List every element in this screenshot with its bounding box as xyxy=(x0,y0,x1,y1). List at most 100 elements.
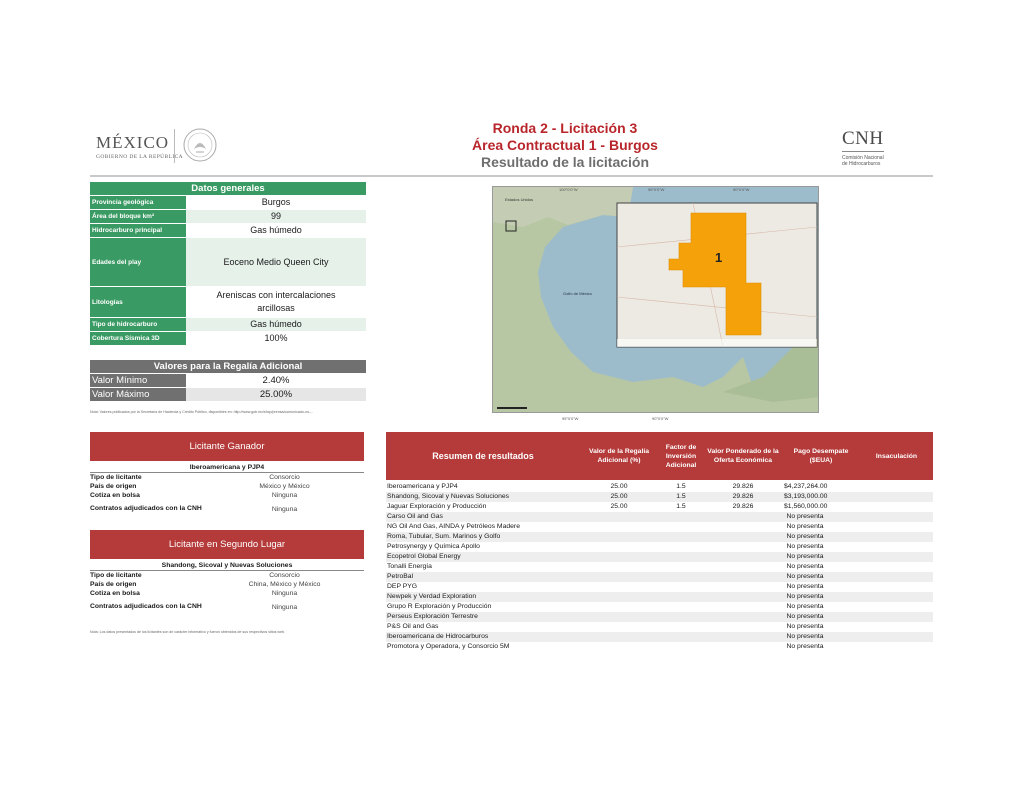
bidder-name: Tonalli Energía xyxy=(387,563,432,570)
bid-status: No presenta xyxy=(786,613,824,620)
bid-status: No presenta xyxy=(786,543,824,550)
second-place-name: Shandong, Sicoval y Nuevas Soluciones xyxy=(90,560,364,571)
bid-status: No presenta xyxy=(786,563,824,570)
winner-field: Cotiza en bolsa Ninguna xyxy=(90,492,298,499)
general-row: Hidrocarburo principal Gas húmedo xyxy=(90,223,366,237)
table-row: Tonalli Energía No presenta xyxy=(386,562,933,572)
general-row: Tipo de hidrocarburo Gas húmedo xyxy=(90,317,366,331)
cnh-logo-subtitle: Comisión Nacional de Hidrocarburos xyxy=(842,155,884,167)
winner-field: Contratos adjudicados con la CNH Ninguna xyxy=(90,505,298,513)
cnh-logo-text: CNH xyxy=(842,128,884,152)
bidder-name: Grupo R Exploración y Producción xyxy=(387,603,492,610)
winner-heading: Licitante Ganador xyxy=(90,432,364,461)
map-scale-bar xyxy=(497,407,527,409)
title-round: Ronda 2 - Licitación 3 xyxy=(492,120,638,136)
bidder-name: Iberoamericana de Hidrocarburos xyxy=(387,633,489,640)
second-place-panel: Licitante en Segundo Lugar Shandong, Sic… xyxy=(90,530,364,616)
mexico-government-logo: MÉXICO GOBIERNO DE LA REPÚBLICA xyxy=(96,127,236,167)
bid-status: No presenta xyxy=(786,533,824,540)
weighted-value: 29.826 xyxy=(732,503,754,510)
mexico-logo-subtitle: GOBIERNO DE LA REPÚBLICA xyxy=(96,154,184,160)
bid-status: No presenta xyxy=(786,583,824,590)
table-row: Iberoamericana de Hidrocarburos No presen… xyxy=(386,632,933,642)
bidder-name: Jaguar Exploración y Producción xyxy=(387,503,487,510)
second-field: País de origen China, México y México xyxy=(90,581,321,588)
table-row: Newpek y Verdad Exploration No presenta xyxy=(386,592,933,602)
bidder-name: Shandong, Sicoval y Nuevas Soluciones xyxy=(387,493,510,500)
header-divider xyxy=(90,175,933,177)
bidder-name: Promotora y Operadora, y Consorcio 5M xyxy=(387,643,510,650)
general-row: Edades del play Eoceno Medio Queen City xyxy=(90,237,366,286)
factor-value: 1.5 xyxy=(676,493,686,500)
bidder-name: Iberoamericana y PJP4 xyxy=(387,483,458,490)
table-row: Perseus Exploración Terrestre No presenta xyxy=(386,612,933,622)
bidder-name: Carso Oil and Gas xyxy=(387,513,443,520)
general-data-table: Datos generales Provincia geológica Burg… xyxy=(90,182,366,345)
payment-value: $3,193,000.00 xyxy=(784,493,828,500)
table-row: Carso Oil and Gas No presenta xyxy=(386,512,933,522)
bidder-name: Petrosynergy y Química Apollo xyxy=(387,543,480,550)
bid-status: No presenta xyxy=(786,603,824,610)
bidders-note: Nota: Los datos presentados de los licit… xyxy=(90,630,285,634)
land-yucatan xyxy=(723,337,818,402)
general-data-heading: Datos generales xyxy=(90,182,366,195)
second-field: Tipo de licitante Consorcio xyxy=(90,572,300,579)
royalty-value: 25.00 xyxy=(610,493,628,500)
winner-name: Iberoamericana y PJP4 xyxy=(90,462,364,473)
table-row: NG Oil And Gas, AINDA y Petróleos Madere… xyxy=(386,522,933,532)
winner-field: País de origen México y México xyxy=(90,483,310,490)
table-row: Promotora y Operadora, y Consorcio 5M No … xyxy=(386,642,933,652)
table-row: P&S Oil and Gas No presenta xyxy=(386,622,933,632)
map-graphic: Estados Unidos Golfo de México Tamaulipa… xyxy=(493,187,818,412)
cnh-logo: CNH Comisión Nacional de Hidrocarburos xyxy=(842,128,922,172)
table-row: Iberoamericana y PJP4 25.00 1.5 29.826 $4,23… xyxy=(386,482,933,492)
general-row: Provincia geológica Burgos xyxy=(90,195,366,209)
table-row: DEP PYG No presenta xyxy=(386,582,933,592)
general-row: Litologías Areniscas con intercalaciones… xyxy=(90,286,366,317)
royalty-table: Valores para la Regalía Adicional Valor … xyxy=(90,360,366,401)
title-area: Área Contractual 1 - Burgos xyxy=(472,137,658,153)
factor-value: 1.5 xyxy=(676,483,686,490)
bidder-name: Newpek y Verdad Exploration xyxy=(387,593,477,600)
mexico-logo-text: MÉXICO xyxy=(96,133,170,152)
payment-value: $4,237,264.00 xyxy=(784,483,828,490)
table-row: Petrosynergy y Química Apollo No presenta xyxy=(386,542,933,552)
title-result: Resultado de la licitación xyxy=(480,154,650,170)
national-seal-icon xyxy=(183,128,217,162)
general-row: Cobertura Sísmica 3D 100% xyxy=(90,331,366,345)
bidder-name: DEP PYG xyxy=(387,583,418,590)
page-title-block: Ronda 2 - Licitación 3 Área Contractual … xyxy=(400,120,730,171)
col-weighted-header: Valor Ponderado de la Oferta Económica xyxy=(707,448,779,464)
results-table: Resumen de resultados Valor de la Regalí… xyxy=(386,432,933,652)
col-draw-header: Insaculación xyxy=(875,452,918,460)
royalty-note: Nota: Valores publicados por la Secretar… xyxy=(90,410,314,414)
royalty-heading: Valores para la Regalía Adicional xyxy=(90,360,366,373)
second-field: Contratos adjudicados con la CNH Ninguna xyxy=(90,603,298,611)
table-row: Ecopetrol Global Energy No presenta xyxy=(386,552,933,562)
royalty-min-row: Valor Mínimo 2.40% xyxy=(90,373,366,387)
col-name-header: Resumen de resultados xyxy=(432,450,534,461)
payment-value: $1,560,000.00 xyxy=(784,503,828,510)
factor-value: 1.5 xyxy=(676,503,686,510)
royalty-value: 25.00 xyxy=(610,483,628,490)
block-number-label: 1 xyxy=(715,250,722,265)
second-place-heading: Licitante en Segundo Lugar xyxy=(90,530,364,559)
bidder-name: Perseus Exploración Terrestre xyxy=(387,613,478,620)
bid-status: No presenta xyxy=(786,573,824,580)
bidder-name: PetroBal xyxy=(387,573,414,580)
bidder-name: NG Oil And Gas, AINDA y Petróleos Madere xyxy=(387,523,520,530)
table-row: Grupo R Exploración y Producción No prese… xyxy=(386,602,933,612)
second-field: Cotiza en bolsa Ninguna xyxy=(90,590,298,597)
bid-status: No presenta xyxy=(786,553,824,560)
bid-status: No presenta xyxy=(786,523,824,530)
royalty-max-row: Valor Máximo 25.00% xyxy=(90,387,366,401)
bid-status: No presenta xyxy=(786,513,824,520)
results-header-row: Resumen de resultados Valor de la Regalí… xyxy=(386,432,933,480)
bid-status: No presenta xyxy=(786,633,824,640)
bid-status: No presenta xyxy=(786,623,824,630)
col-factor-header: Factor de Inversión Adicional xyxy=(665,443,697,469)
bidder-name: Ecopetrol Global Energy xyxy=(387,553,461,560)
bid-status: No presenta xyxy=(786,643,824,650)
block-location-map: Estados Unidos Golfo de México Tamaulipa… xyxy=(492,186,819,413)
table-row: PetroBal No presenta xyxy=(386,572,933,582)
